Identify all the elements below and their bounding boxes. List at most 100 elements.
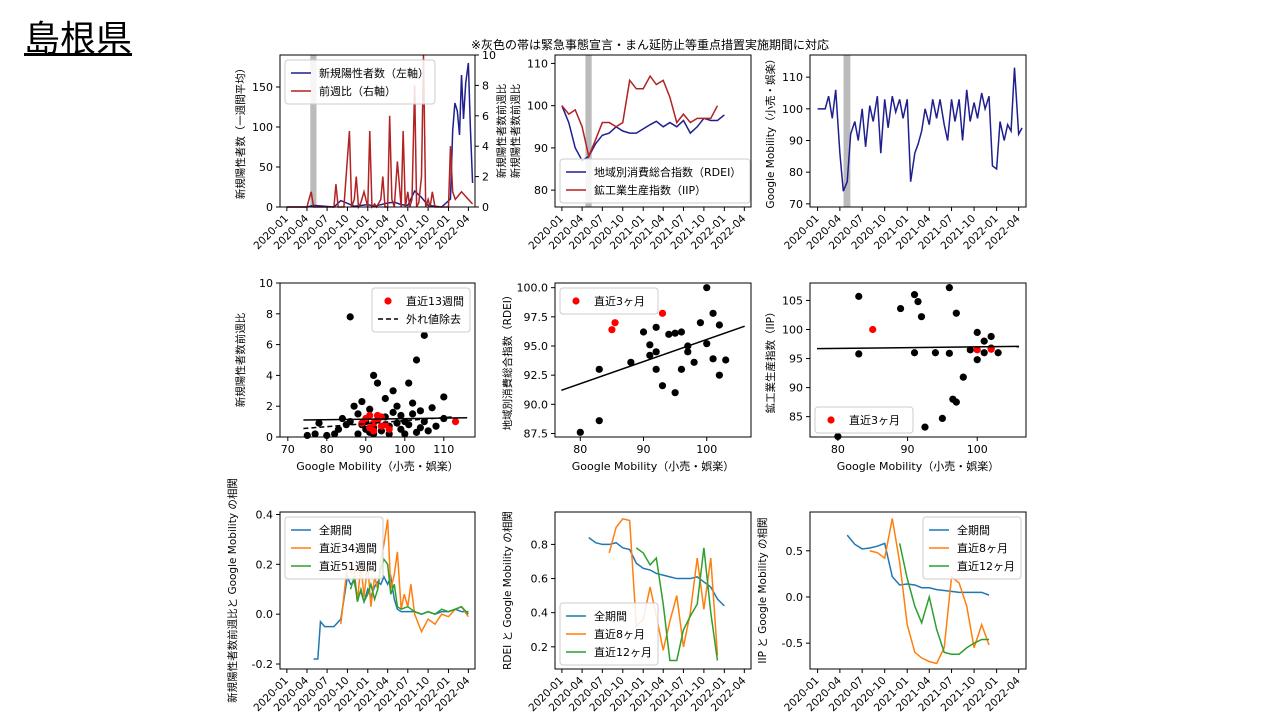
y-axis-label: 新規陽性者数（一週間平均） bbox=[234, 63, 247, 200]
y-tick-label: 90 bbox=[534, 142, 548, 155]
legend-label: 直近8ヶ月 bbox=[594, 627, 645, 641]
scatter-point bbox=[869, 325, 877, 334]
legend-label: 全期間 bbox=[594, 609, 627, 623]
fit-line bbox=[561, 325, 745, 392]
y-tick-label: 150 bbox=[252, 81, 273, 94]
x-tick-label: 70 bbox=[281, 443, 295, 456]
y2-tick-label: 8 bbox=[482, 79, 489, 92]
legend-box bbox=[284, 59, 436, 105]
scatter-point bbox=[671, 329, 679, 337]
scatter-point bbox=[350, 402, 358, 410]
scatter-point bbox=[358, 397, 366, 406]
legend-label: 外れ値除去 bbox=[406, 312, 461, 326]
legend-box bbox=[814, 406, 914, 434]
legend-label: 直近34週間 bbox=[319, 541, 377, 555]
y-tick-label: 0.5 bbox=[786, 545, 804, 558]
legend: 新規陽性者数（左軸） 前週比（右軸） bbox=[284, 59, 436, 105]
scatter-point bbox=[703, 340, 711, 348]
scatter-point bbox=[677, 365, 686, 373]
series-line bbox=[635, 547, 719, 662]
y-tick-label: 87.5 bbox=[524, 428, 549, 441]
legend-label: 直近51週間 bbox=[319, 559, 377, 573]
y2-tick-label: 0 bbox=[482, 201, 489, 214]
y-tick-label: 100.0 bbox=[517, 282, 549, 295]
y-tick-label: 0.2 bbox=[256, 558, 274, 571]
scatter-point bbox=[627, 358, 635, 366]
chart-cases: 05010015002468102020-012020-042020-07202… bbox=[234, 49, 508, 252]
series-line bbox=[608, 517, 719, 656]
scatter-point bbox=[959, 373, 967, 381]
x-tick-label: 100 bbox=[967, 443, 988, 456]
fit-line bbox=[816, 345, 1020, 350]
y-tick-label: 0 bbox=[266, 201, 273, 214]
scatter-point bbox=[611, 319, 619, 327]
scatter-point bbox=[938, 414, 946, 423]
plot-frame bbox=[809, 54, 1027, 208]
chart-scatter_cases: 0 2 4 6 8 10 70 80 90 100 110 Google Mobility（小売・娯楽… bbox=[234, 277, 476, 473]
legend: 地域別消費総合指数（RDEI） 鉱工業生産指数（IIP） bbox=[559, 158, 751, 204]
y-tick-label: 110 bbox=[782, 71, 803, 84]
x-axis-label: Google Mobility（小売・娯楽） bbox=[296, 459, 458, 473]
scatter-point bbox=[709, 355, 717, 363]
scatter-point bbox=[973, 328, 981, 336]
y-tick-label: 92.5 bbox=[524, 369, 549, 382]
legend-label: 新規陽性者数（左軸） bbox=[319, 66, 429, 80]
plot-frame bbox=[554, 54, 752, 208]
scatter-point bbox=[855, 292, 863, 300]
y-tick-label: 80 bbox=[789, 166, 803, 179]
scatter-point bbox=[896, 304, 905, 313]
scatter-point bbox=[389, 408, 397, 416]
scatter-point bbox=[945, 284, 953, 292]
scatter-point bbox=[952, 309, 960, 317]
scatter-point bbox=[595, 365, 603, 373]
y-tick-label: 0.4 bbox=[531, 607, 549, 620]
scatter-point bbox=[409, 410, 417, 418]
plot-frame bbox=[279, 54, 476, 208]
y-tick-label: 8 bbox=[266, 308, 273, 321]
chart-corr_cases: -0.20.00.20.42020-012020-042020-072020-1… bbox=[226, 478, 476, 714]
scatter-point bbox=[420, 331, 428, 339]
y-tick-label: 0 bbox=[266, 431, 273, 444]
legend: 直近3ヶ月 bbox=[559, 287, 659, 315]
y2-tick-label: 6 bbox=[482, 110, 489, 123]
scatter-point bbox=[416, 424, 424, 432]
y-tick-label: 100 bbox=[782, 323, 803, 336]
scatter-point bbox=[428, 404, 436, 412]
scatter-point bbox=[311, 430, 319, 438]
scatter-point bbox=[595, 417, 603, 425]
x-tick-label: 90 bbox=[359, 443, 373, 456]
legend-marker bbox=[572, 297, 580, 305]
series-line bbox=[846, 534, 990, 596]
scatter-point bbox=[424, 427, 432, 435]
y-tick-label: 110 bbox=[527, 57, 548, 70]
scatter-point bbox=[393, 402, 401, 410]
shaded-band bbox=[843, 55, 851, 207]
scatter-point bbox=[652, 323, 660, 331]
scatter-point bbox=[401, 430, 409, 438]
scatter-point bbox=[994, 349, 1002, 357]
scatter-point bbox=[703, 284, 711, 292]
plot-frame bbox=[554, 511, 752, 670]
scatter-point bbox=[910, 291, 919, 299]
y-tick-label: 100 bbox=[782, 103, 803, 116]
chart-mobility: 7080901001102020-012020-042020-072020-10… bbox=[764, 53, 1027, 252]
y2-tick-label: 10 bbox=[482, 49, 496, 62]
legend-label: 直近12ヶ月 bbox=[957, 559, 1015, 573]
scatter-point bbox=[921, 423, 929, 431]
y-tick-label: 95 bbox=[789, 353, 803, 366]
scatter-point bbox=[722, 356, 730, 364]
scatter-point bbox=[346, 313, 354, 321]
scatter-point bbox=[696, 319, 705, 327]
plot-frame bbox=[809, 282, 1027, 438]
x-tick-label: 100 bbox=[394, 443, 415, 456]
legend: 直近3ヶ月 bbox=[814, 406, 914, 434]
y2-axis-label: 新規陽性者数前週比 bbox=[495, 84, 508, 179]
scatter-point bbox=[405, 379, 413, 387]
scatter-point bbox=[945, 349, 953, 357]
scatter-point bbox=[987, 345, 995, 353]
plot-frame bbox=[279, 282, 476, 438]
scatter-point bbox=[658, 309, 667, 317]
